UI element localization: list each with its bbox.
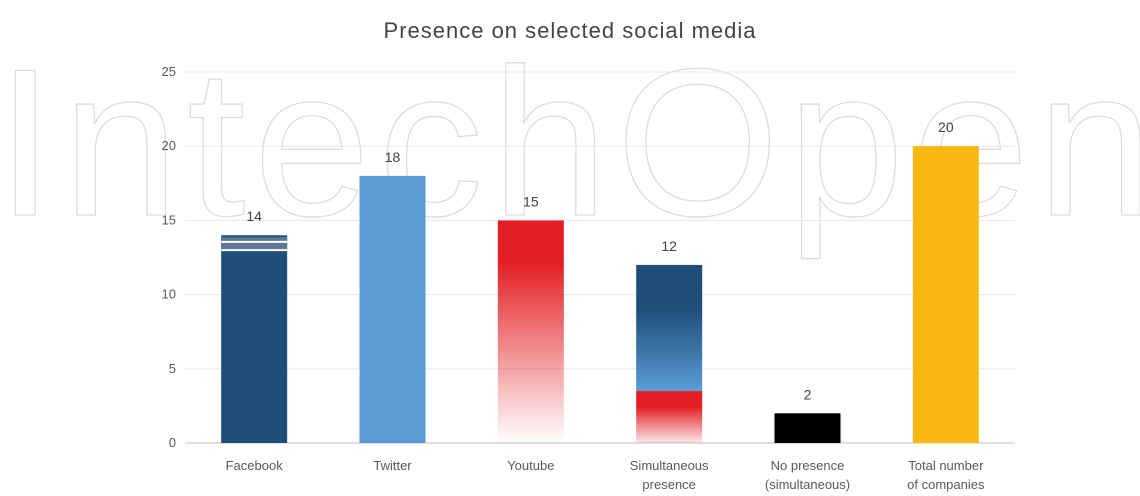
y-tick-label: 25 — [162, 64, 176, 79]
x-tick-label: (simultaneous) — [765, 477, 850, 492]
x-tick-label: Youtube — [507, 458, 554, 473]
x-tick-label: No presence — [771, 458, 845, 473]
data-label: 18 — [385, 149, 401, 165]
y-tick-label: 20 — [162, 138, 176, 153]
chart-title: Presence on selected social media — [383, 18, 757, 43]
bar-youtube — [497, 220, 564, 443]
bar-facebook — [221, 235, 288, 443]
bar-simultaneous-bottom — [636, 391, 703, 443]
x-tick-label: Total number — [908, 458, 984, 473]
y-tick-label: 15 — [162, 212, 176, 227]
data-label: 20 — [938, 119, 954, 135]
data-label: 2 — [804, 386, 812, 402]
bar-simultaneous-top — [636, 264, 703, 392]
x-tick-label: of companies — [907, 477, 985, 492]
y-tick-label: 10 — [162, 287, 176, 302]
bar-twitter — [359, 175, 426, 443]
data-label: 15 — [523, 193, 539, 209]
bar-facebook-cap — [221, 237, 288, 251]
x-tick-label: Twitter — [373, 458, 412, 473]
x-tick-label: Simultaneous — [630, 458, 709, 473]
x-tick-label: Facebook — [226, 458, 284, 473]
x-tick-label: presence — [642, 477, 695, 492]
y-tick-label: 0 — [169, 435, 176, 450]
data-label: 12 — [661, 238, 677, 254]
data-label: 14 — [246, 208, 262, 224]
y-tick-label: 5 — [169, 361, 176, 376]
bar-total-number — [912, 146, 979, 443]
bar-no-presence — [774, 413, 841, 443]
